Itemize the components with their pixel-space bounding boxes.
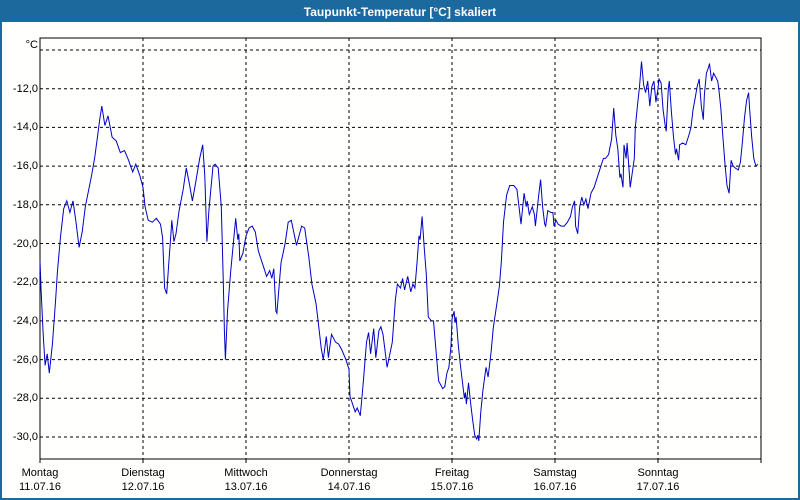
y-axis-unit-label: °C [25,39,38,51]
plot-border [39,37,762,460]
x-axis-day-label: Mittwoch [224,467,268,479]
y-axis-tick-label: -12,0 [12,82,38,95]
y-axis-tick-label: -28,0 [12,392,38,405]
y-axis-tick-label: -30,0 [12,431,38,443]
y-axis-tick-label: -24,0 [12,314,38,327]
x-axis-day-label: Dienstag [121,467,165,479]
x-axis-date-label: 13.07.16 [224,481,268,493]
x-axis-date-label: 14.07.16 [327,481,371,493]
x-axis-day-label: Montag [21,467,59,479]
x-axis-date-label: 11.07.16 [18,481,61,493]
y-axis-tick-label: -18,0 [12,198,38,211]
y-axis-tick-label: -26,0 [12,353,38,366]
y-axis-tick-label: -22,0 [12,276,38,289]
x-axis-date-label: 15.07.16 [430,481,474,493]
chart-title: Taupunkt-Temperatur [°C] skaliert [303,5,497,19]
x-axis-date-label: 12.07.16 [121,481,165,493]
x-axis-date-label: 16.07.16 [533,481,577,493]
y-axis-tick-label: -14,0 [12,121,38,134]
data-line [39,61,759,441]
chart-plot-area [39,37,762,463]
x-axis-day-label: Donnerstag [320,467,378,479]
x-axis-date-label: 17.07.16 [636,481,680,493]
x-axis-day-label: Samstag [533,467,577,479]
x-axis-day-label: Sonntag [637,467,679,479]
x-axis-day-label: Freitag [434,467,470,479]
title-bar: Taupunkt-Temperatur [°C] skaliert [2,2,798,22]
y-axis-tick-label: -20,0 [12,237,38,250]
y-axis-tick-label: -16,0 [12,160,38,173]
